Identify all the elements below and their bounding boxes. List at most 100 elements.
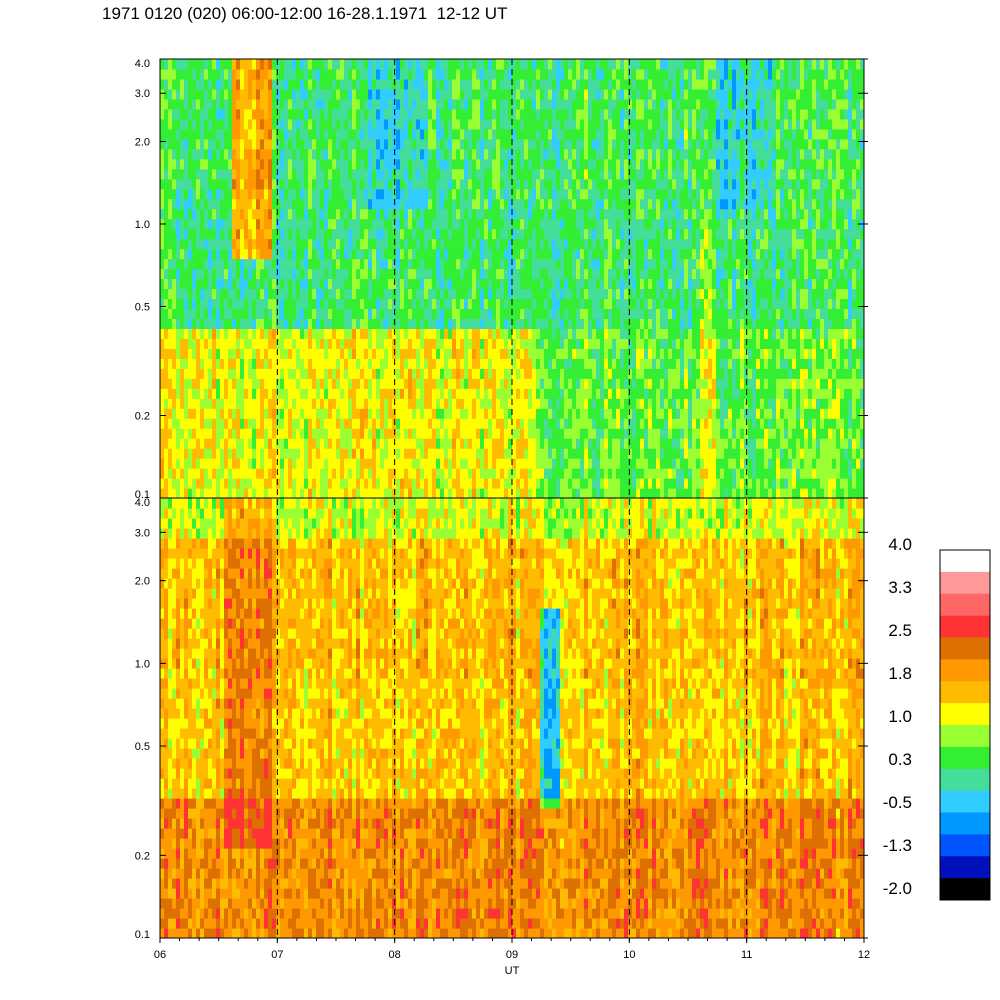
heatmap-cell [172,238,177,250]
heatmap-cell [340,428,345,439]
heatmap-cell [192,68,197,80]
heatmap-cell [164,468,169,479]
heatmap-cell [400,108,405,120]
heatmap-cell [584,258,589,270]
heatmap-cell [568,478,573,489]
heatmap-cell [596,248,601,260]
heatmap-cell [312,68,317,80]
heatmap-cell [424,228,429,240]
heatmap-cell [404,428,409,439]
heatmap-cell [600,408,605,419]
heatmap-cell [220,128,225,140]
heatmap-cell [420,98,425,110]
heatmap-cell [460,238,465,250]
heatmap-cell [460,188,465,200]
heatmap-cell [516,348,521,359]
heatmap-cell [564,378,569,389]
heatmap-cell [552,258,557,270]
heatmap-cell [512,468,517,479]
heatmap-cell [264,268,269,280]
heatmap-cell [348,108,353,120]
heatmap-cell [256,228,261,240]
heatmap-cell [500,388,505,399]
heatmap-cell [388,118,393,130]
heatmap-cell [256,88,261,100]
heatmap-cell [160,348,165,359]
heatmap-cell [588,378,593,389]
heatmap-cell [220,298,225,310]
heatmap-cell [244,218,249,230]
heatmap-cell [384,178,389,190]
heatmap-cell [528,428,533,439]
heatmap-cell [580,198,585,210]
heatmap-cell [304,288,309,300]
heatmap-cell [228,468,233,479]
heatmap-cell [408,298,413,310]
heatmap-cell [500,348,505,359]
heatmap-cell [396,468,401,479]
heatmap-cell [472,288,477,300]
heatmap-cell [220,368,225,379]
heatmap-cell [576,388,581,399]
heatmap-cell [556,348,561,359]
heatmap-cell [368,408,373,419]
heatmap-cell [520,348,525,359]
heatmap-cell [568,128,573,140]
heatmap-cell [172,138,177,150]
heatmap-cell [420,178,425,190]
heatmap-cell [384,78,389,90]
heatmap-cell [452,478,457,489]
heatmap-cell [216,278,221,290]
heatmap-cell [476,318,481,329]
heatmap-cell [176,298,181,310]
heatmap-cell [448,158,453,170]
heatmap-cell [552,418,557,429]
heatmap-cell [276,438,281,449]
heatmap-cell [480,278,485,290]
heatmap-cell [228,248,233,260]
heatmap-cell [176,398,181,409]
heatmap-cell [408,308,413,320]
heatmap-cell [412,118,417,130]
heatmap-cell [280,208,285,220]
heatmap-cell [604,288,609,300]
heatmap-cell [424,358,429,369]
heatmap-cell [364,138,369,150]
heatmap-cell [228,418,233,429]
heatmap-cell [532,178,537,190]
heatmap-cell [176,488,181,498]
heatmap-cell [280,148,285,160]
heatmap-cell [296,358,301,369]
heatmap-cell [312,468,317,479]
heatmap-cell [184,488,189,498]
heatmap-cell [248,128,253,140]
heatmap-cell [588,218,593,230]
heatmap-cell [468,248,473,260]
heatmap-cell [276,168,281,180]
heatmap-cell [540,158,545,170]
heatmap-cell [468,398,473,409]
heatmap-cell [476,248,481,260]
heatmap-cell [432,208,437,220]
heatmap-cell [236,118,241,130]
heatmap-cell [448,428,453,439]
heatmap-cell [412,228,417,240]
heatmap-cell [400,258,405,270]
heatmap-cell [444,59,449,70]
heatmap-cell [184,138,189,150]
heatmap-cell [568,278,573,290]
heatmap-cell [280,368,285,379]
heatmap-cell [584,218,589,230]
heatmap-cell [316,88,321,100]
heatmap-cell [360,438,365,449]
heatmap-cell [360,288,365,300]
heatmap-cell [224,458,229,469]
heatmap-cell [564,468,569,479]
heatmap-cell [492,388,497,399]
heatmap-cell [320,168,325,180]
heatmap-cell [400,358,405,369]
heatmap-cell [292,488,297,498]
heatmap-cell [384,148,389,160]
heatmap-cell [480,128,485,140]
heatmap-cell [488,338,493,349]
